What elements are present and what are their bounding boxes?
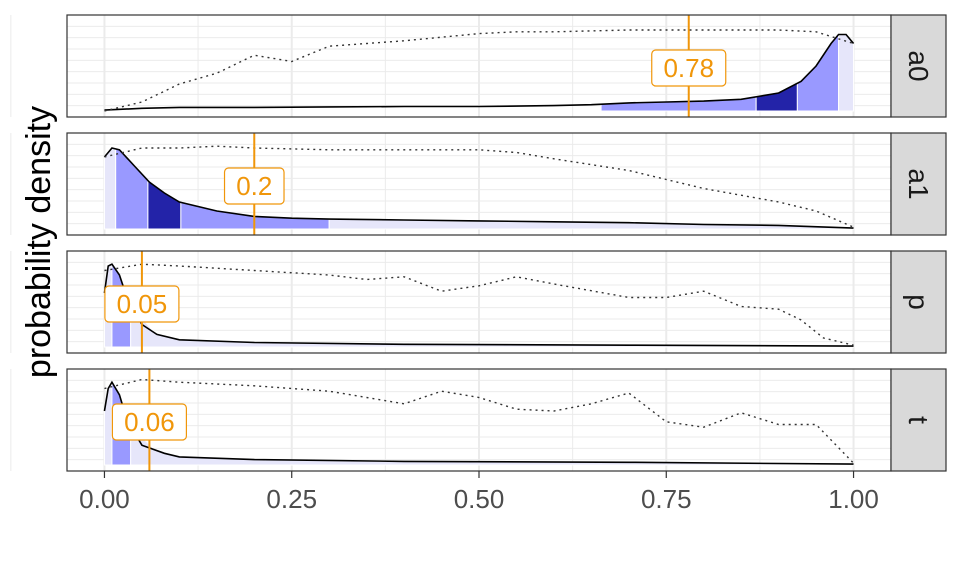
density-curve	[103, 380, 854, 465]
facet-panel-a1: 0.2 a1	[10, 132, 947, 236]
median-label: 0.2	[236, 171, 272, 201]
density-curve	[103, 147, 854, 229]
median-label-box	[104, 285, 180, 323]
x-tick-label: 0.00	[79, 484, 130, 514]
x-tick-label: 0.25	[266, 484, 317, 514]
facet-strip	[890, 132, 947, 236]
cumulative-curve	[104, 378, 855, 464]
y-axis-title: probability density	[20, 106, 58, 378]
facet-panel-p: 0.05 p	[10, 250, 947, 354]
density-curve	[103, 263, 854, 347]
facet-strip	[890, 14, 947, 118]
cumulative-curve	[104, 263, 854, 346]
facet-strip-label: a0	[903, 50, 934, 81]
median-label: 0.05	[117, 289, 168, 319]
density-curve	[104, 33, 855, 111]
panels-layer: 0.78 a0 0.2 a1 0.05 p 0.06 t	[10, 14, 947, 472]
median-label: 0.78	[663, 53, 714, 83]
facet-strip-label: t	[903, 416, 934, 424]
facet-strip-label: a1	[903, 168, 934, 199]
median-label-box	[651, 49, 727, 87]
facet-strip-label: p	[903, 294, 934, 310]
density-band-light	[103, 147, 117, 230]
facet-panel-t: 0.06 t	[10, 368, 947, 472]
median-label-box	[223, 167, 285, 205]
facet-panel-a0: 0.78 a0	[10, 14, 947, 118]
x-axis: 0.00 0.25 0.50 0.75 1.00	[79, 471, 879, 514]
x-tick-label: 0.50	[454, 484, 505, 514]
density-band-light	[838, 34, 855, 112]
x-tick-label: 0.75	[641, 484, 692, 514]
facet-strip	[890, 250, 947, 354]
facet-strip	[890, 368, 947, 472]
median-label: 0.06	[124, 407, 175, 437]
cumulative-curve	[104, 145, 854, 228]
median-label-box	[111, 403, 188, 441]
x-tick-label: 1.00	[828, 484, 879, 514]
